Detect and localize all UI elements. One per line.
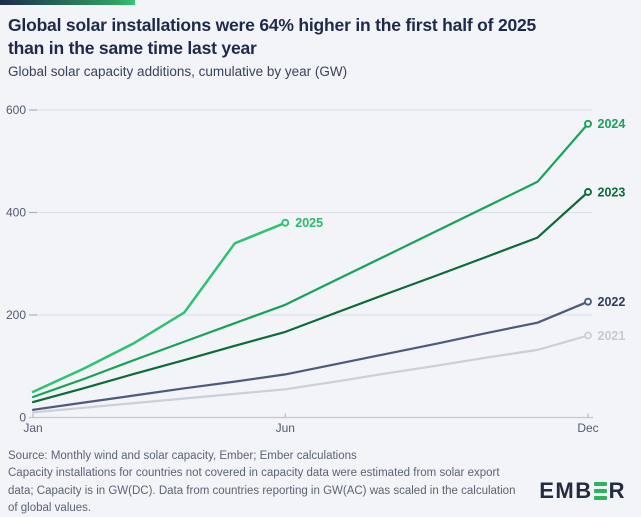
series-line-2023 <box>31 190 590 404</box>
y-axis-label: 400 <box>6 206 26 220</box>
series-label-2023: 2023 <box>598 185 626 199</box>
series-label-2022: 2022 <box>598 295 626 309</box>
series-line-2021 <box>31 334 590 414</box>
series-line-2024 <box>31 122 590 399</box>
source-line: of global values. <box>8 501 92 514</box>
source-note: Source: Monthly wind and solar capacity,… <box>8 448 528 517</box>
series-line-2022 <box>31 300 590 411</box>
series-endpoint-marker-2021 <box>584 331 592 340</box>
ember-logo-text-left: EMB <box>539 478 593 503</box>
series-endpoint-marker-2025 <box>281 218 290 227</box>
series-endpoint-marker-2024 <box>584 119 592 128</box>
series-label-2021: 2021 <box>598 329 626 343</box>
ember-logo: EMB R <box>539 478 626 504</box>
series-endpoint-marker-2023 <box>584 188 592 196</box>
y-axis-label: 600 <box>6 103 26 117</box>
source-line: data; Capacity is in GW(DC). Data from c… <box>8 484 516 497</box>
ember-logo-text-right: R <box>608 478 626 503</box>
ember-logo-e-icon <box>593 482 607 500</box>
series-line-2025 <box>31 221 287 394</box>
brand-accent-bar <box>0 0 135 5</box>
source-line: Source: Monthly wind and solar capacity,… <box>8 450 357 462</box>
x-axis-label: Dec <box>577 421 598 435</box>
x-axis-label: Jan <box>23 421 42 435</box>
chart-title-line2: than in the same time last year <box>8 38 257 58</box>
chart-subtitle: Global solar capacity additions, cumulat… <box>8 64 348 79</box>
chart-title-line1: Global solar installations were 64% high… <box>8 15 537 35</box>
series-label-2025: 2025 <box>295 216 323 230</box>
y-axis-label: 0 <box>19 411 26 425</box>
chart-title: Global solar installations were 64% high… <box>8 14 623 60</box>
y-axis-label: 200 <box>6 308 26 322</box>
series-endpoint-marker-2022 <box>584 297 592 306</box>
x-axis-label: Jun <box>276 421 295 435</box>
source-line: Capacity installations for countries not… <box>8 467 500 480</box>
series-label-2024: 2024 <box>598 117 626 131</box>
